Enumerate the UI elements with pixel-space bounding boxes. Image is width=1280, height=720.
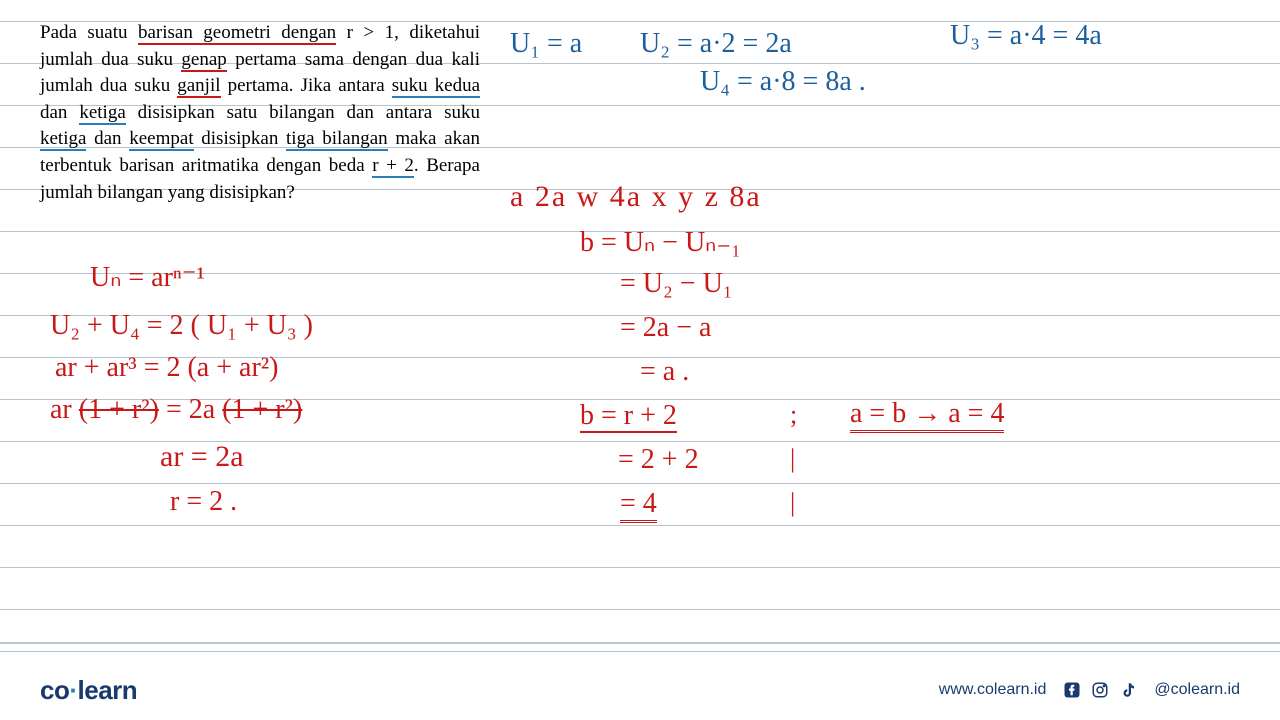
- social-icons: [1062, 680, 1138, 700]
- problem-underline-blue: ketiga: [40, 128, 86, 151]
- handwritten-br1: b = r + 2: [580, 400, 677, 432]
- problem-line: disisipkan satu: [126, 102, 257, 123]
- handwritten-formula-un: Uₙ = arⁿ⁻¹: [90, 260, 205, 294]
- handwritten-b1: b = Uₙ − Uₙ₋₁: [580, 225, 741, 259]
- problem-line: . Berapa: [414, 155, 480, 176]
- eq3-part: = 2a: [159, 394, 222, 425]
- handwritten-eq5: r = 2 .: [170, 486, 237, 518]
- footer-handle: @colearn.id: [1154, 681, 1240, 699]
- logo-part-b: learn: [78, 675, 138, 705]
- problem-line: pertama.: [221, 75, 294, 96]
- handwritten-b2: = U₂ − U₁: [620, 268, 733, 300]
- conclusion-text: a = b → a = 4: [850, 398, 1004, 433]
- problem-underline-red: barisan geometri dengan: [138, 22, 336, 45]
- handwritten-eq3: ar (1 + r²) = 2a (1 + r²): [50, 394, 302, 426]
- problem-underline-red: genap: [181, 49, 226, 72]
- problem-underline-blue: keempat: [129, 128, 193, 151]
- br3-result: = 4: [620, 488, 657, 523]
- problem-line: jumlah bilangan yang disisipkan?: [40, 182, 295, 203]
- problem-line: r > 1,: [336, 22, 399, 43]
- problem-line: bilangan dan antara suku: [269, 102, 480, 123]
- eq3-part: ar: [50, 394, 79, 425]
- problem-line: pertama sama: [227, 49, 344, 70]
- separator-tick: |: [790, 488, 795, 518]
- footer-bar: co·learn www.colearn.id @colearn.id: [0, 660, 1280, 720]
- facebook-icon: [1062, 680, 1082, 700]
- br1-underlined: b = r + 2: [580, 400, 677, 433]
- brand-logo: co·learn: [40, 675, 137, 706]
- handwritten-eq1: U₂ + U₄ = 2 ( U₁ + U₃ ): [50, 310, 313, 342]
- problem-underline-red: ganjil: [177, 75, 220, 98]
- logo-part-a: co: [40, 675, 69, 705]
- handwritten-eq2: ar + ar³ = 2 (a + ar²): [55, 352, 279, 384]
- logo-dot: ·: [69, 675, 77, 705]
- handwritten-br2: = 2 + 2: [618, 444, 699, 476]
- problem-underline-blue: tiga bilangan: [286, 128, 388, 151]
- handwritten-b4: = a .: [640, 356, 689, 388]
- handwritten-eq4: ar = 2a: [160, 440, 244, 474]
- problem-line: disisipkan: [201, 128, 286, 149]
- separator-tick: ;: [790, 400, 797, 430]
- separator-tick: |: [790, 444, 795, 474]
- handwritten-conclusion: a = b → a = 4: [850, 398, 1004, 430]
- eq3-cancel: (1 + r²): [79, 394, 159, 425]
- problem-line: barisan aritmatika dengan beda: [119, 155, 372, 176]
- problem-line: Pada suatu: [40, 22, 128, 43]
- eq3-cancel: (1 + r²): [222, 394, 302, 425]
- problem-statement: Pada suatu barisan geometri dengan r > 1…: [40, 20, 480, 206]
- problem-line: dan: [86, 128, 129, 149]
- instagram-icon: [1090, 680, 1110, 700]
- problem-underline-blue: r + 2: [372, 155, 414, 178]
- problem-line: Jika antara: [301, 75, 392, 96]
- tiktok-icon: [1118, 680, 1138, 700]
- handwritten-br3: = 4: [620, 488, 657, 520]
- problem-underline-blue: ketiga: [79, 102, 125, 125]
- problem-underline-blue: suku kedua: [392, 75, 480, 98]
- problem-line: dan: [40, 102, 79, 123]
- footer-url: www.colearn.id: [939, 681, 1047, 699]
- handwritten-b3: = 2a − a: [620, 312, 711, 344]
